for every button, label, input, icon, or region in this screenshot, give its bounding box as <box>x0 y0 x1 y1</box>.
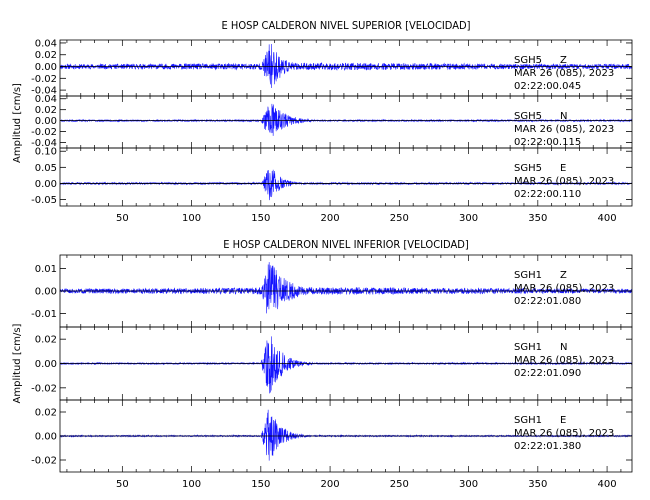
date-label: MAR 26 (085), 2023 <box>514 355 614 366</box>
chart-inferior: E HOSP CALDERON NIVEL INFERIOR [VELOCIDA… <box>12 238 633 490</box>
x-tick-label: 150 <box>251 213 270 224</box>
station-label: SGH5 Z <box>514 55 567 66</box>
y-tick-label: -0.01 <box>31 309 57 320</box>
panel-SGH1-N: 0.02 0.00 -0.02 SGH1 N MAR 26 (085), 2023 02:2… <box>31 326 633 401</box>
x-tick-label: 250 <box>390 479 409 490</box>
date-label: MAR 26 (085), 2023 <box>514 124 614 135</box>
component-name: Z <box>560 270 567 281</box>
station-label: SGH5 E <box>514 163 566 174</box>
panel-SGH5-Z: 0.040.020.00-0.02-0.04 SGH5 Z MAR 26 (085),… <box>31 38 633 97</box>
y-tick-label: 0.04 <box>35 38 57 49</box>
date-label: MAR 26 (085), 2023 <box>514 283 614 294</box>
seismic-trace <box>59 262 633 314</box>
y-tick-label: -0.05 <box>31 195 57 206</box>
y-tick-label: 0.02 <box>35 105 57 116</box>
y-tick-label: 0.00 <box>35 287 57 298</box>
station-name: SGH5 <box>514 111 542 122</box>
component-name: Z <box>560 55 567 66</box>
y-tick-label: 0.02 <box>35 408 57 419</box>
station-name: SGH1 <box>514 270 542 281</box>
y-tick-label: -0.02 <box>31 456 57 467</box>
x-tick-label: 250 <box>390 213 409 224</box>
x-tick-label: 350 <box>528 479 547 490</box>
station-label: SGH1 Z <box>514 270 567 281</box>
component-name: E <box>560 163 566 174</box>
station-name: SGH1 <box>514 342 542 353</box>
date-label: MAR 26 (085), 2023 <box>514 428 614 439</box>
y-tick-label: 0.05 <box>35 163 57 174</box>
y-axis-label: Amplitud [cm/s] <box>12 83 23 163</box>
time-label: 02:22:01.080 <box>514 296 581 307</box>
x-tick-label: 200 <box>321 213 340 224</box>
station-name: SGH5 <box>514 55 542 66</box>
x-tick-label: 50 <box>116 213 129 224</box>
x-tick-label: 50 <box>116 479 129 490</box>
chart-superior: E HOSP CALDERON NIVEL SUPERIOR [VELOCIDA… <box>12 19 633 224</box>
station-label: SGH1 N <box>514 342 567 353</box>
y-tick-label: -0.02 <box>31 383 57 394</box>
y-tick-label: 0.10 <box>35 147 57 158</box>
chart-title: E HOSP CALDERON NIVEL INFERIOR [VELOCIDA… <box>223 238 469 251</box>
y-tick-label: 0.02 <box>35 50 57 61</box>
date-label: MAR 26 (085), 2023 <box>514 68 614 79</box>
x-tick-label: 300 <box>459 213 478 224</box>
time-label: 02:22:00.045 <box>514 81 581 92</box>
seismic-trace <box>59 43 632 89</box>
y-tick-label: -0.04 <box>31 86 57 97</box>
y-tick-label: -0.04 <box>31 138 57 149</box>
station-name: SGH5 <box>514 163 542 174</box>
y-tick-label: -0.02 <box>31 127 57 138</box>
panel-SGH1-E: 0.02 0.00 -0.02 SGH1 E MAR 26 (085), 2023 02:2… <box>31 399 633 473</box>
x-tick-label: 400 <box>598 479 617 490</box>
time-label: 02:22:01.380 <box>514 441 581 452</box>
y-tick-label: 0.00 <box>35 432 57 443</box>
y-tick-label: 0.00 <box>35 179 57 190</box>
x-tick-label: 350 <box>528 213 547 224</box>
time-label: 02:22:00.115 <box>514 137 581 148</box>
chart-title: E HOSP CALDERON NIVEL SUPERIOR [VELOCIDA… <box>222 19 471 32</box>
time-label: 02:22:01.090 <box>514 368 581 379</box>
y-tick-label: -0.02 <box>31 74 57 85</box>
x-tick-label: 100 <box>182 479 201 490</box>
y-tick-label: 0.00 <box>35 116 57 127</box>
panel-SGH5-N: 0.040.020.00-0.02-0.04 SGH5 N MAR 26 (085),… <box>31 94 633 149</box>
y-tick-label: 0.02 <box>35 335 57 346</box>
station-label: SGH5 N <box>514 111 567 122</box>
panel-SGH5-E: 0.10 0.05 0.00 -0.05 SGH5 E MAR 26 (085), 2023… <box>31 147 633 207</box>
x-tick-label: 300 <box>459 479 478 490</box>
component-name: N <box>560 111 567 122</box>
panel-frame <box>59 147 633 207</box>
y-tick-label: 0.00 <box>35 359 57 370</box>
y-tick-label: 0.00 <box>35 62 57 73</box>
y-axis-label: Amplitud [cm/s] <box>12 323 23 403</box>
station-label: SGH1 E <box>514 415 566 426</box>
date-label: MAR 26 (085), 2023 <box>514 176 614 187</box>
y-tick-label: 0.01 <box>35 264 57 275</box>
panel-SGH1-Z: 0.01 0.00 -0.01 SGH1 Z MAR 26 (085), 2023 02:2… <box>31 254 633 328</box>
x-tick-label: 100 <box>182 213 201 224</box>
x-tick-label: 150 <box>251 479 270 490</box>
station-name: SGH1 <box>514 415 542 426</box>
x-tick-label: 200 <box>321 479 340 490</box>
component-name: N <box>560 342 567 353</box>
time-label: 02:22:00.110 <box>514 189 581 200</box>
x-tick-label: 400 <box>598 213 617 224</box>
y-tick-label: 0.04 <box>35 94 57 105</box>
component-name: E <box>560 415 566 426</box>
